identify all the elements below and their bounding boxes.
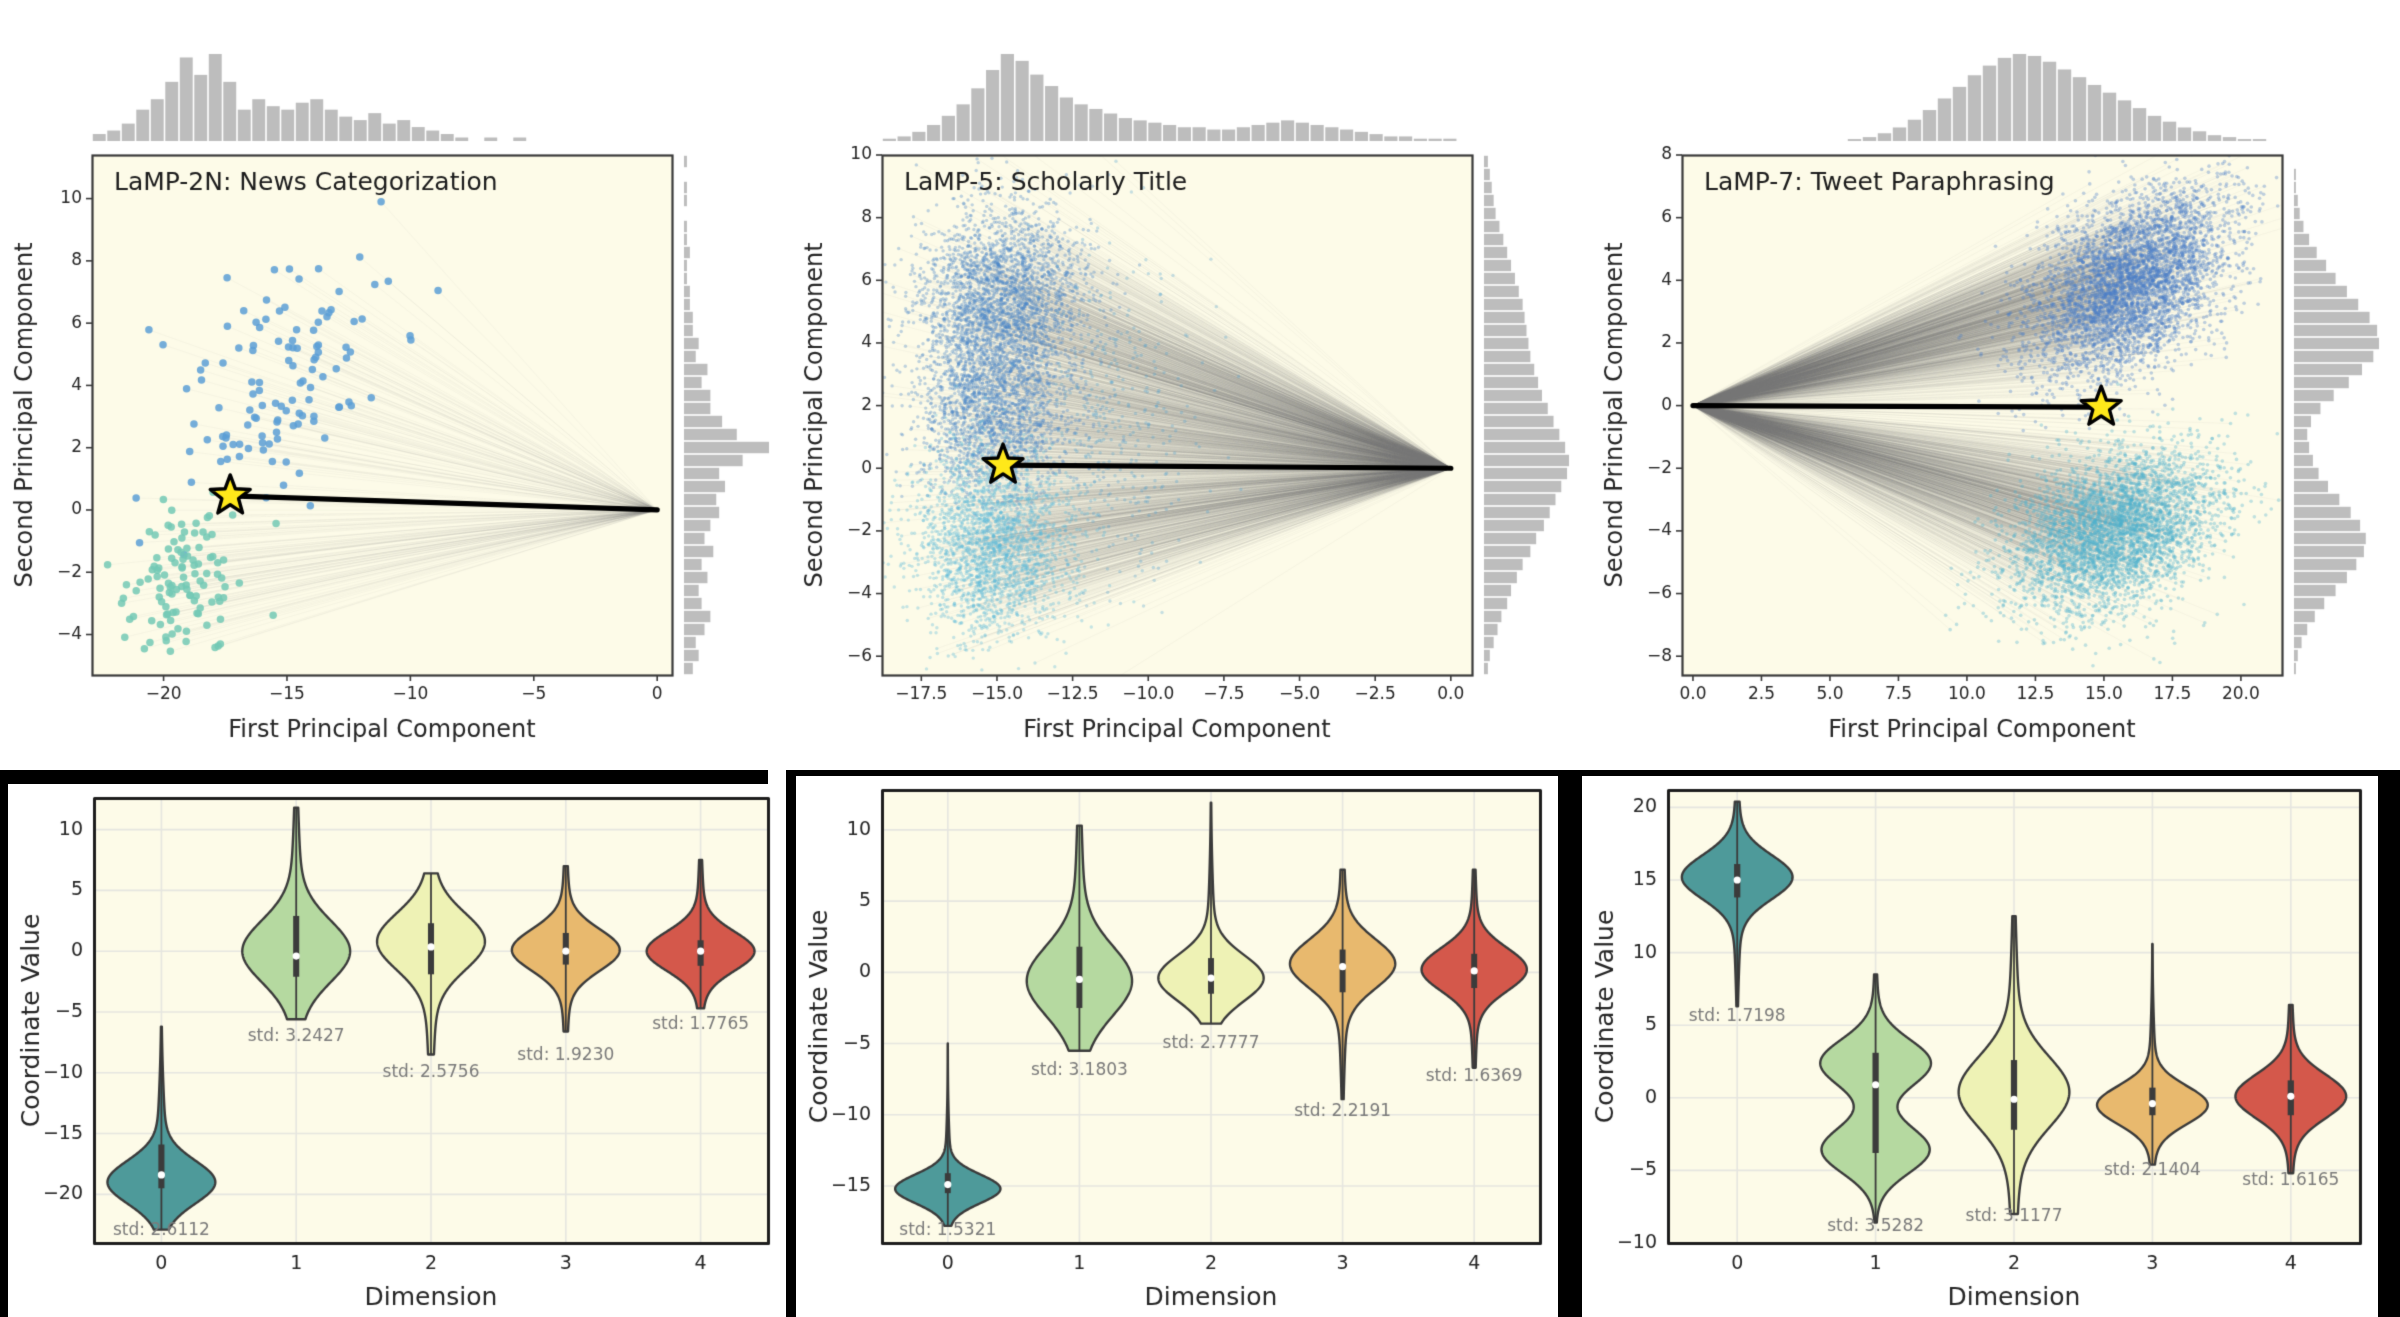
frame-bar-right-edge — [2378, 770, 2400, 1317]
scatter-panel-lamp-5 — [790, 0, 1590, 770]
violin-panel-lamp-2n — [8, 784, 786, 1317]
scatter-panel-lamp-7 — [1590, 0, 2400, 770]
violin-panel-lamp-5 — [796, 776, 1558, 1317]
frame-bar-top-mid-group — [786, 768, 1558, 776]
frame-bar-mid-right — [1558, 770, 1582, 1317]
violin-canvas-lamp-5 — [796, 776, 1558, 1317]
scatter-panel-lamp-2n — [0, 0, 790, 770]
frame-bar-left-edge — [0, 762, 10, 1317]
scatter-canvas-lamp-5 — [790, 0, 1590, 770]
scatter-canvas-lamp-2n — [0, 0, 790, 770]
scatter-canvas-lamp-7 — [1590, 0, 2400, 770]
frame-bar-mid-left — [786, 770, 796, 1317]
violin-panel-lamp-7 — [1582, 776, 2378, 1317]
violin-canvas-lamp-7 — [1582, 776, 2378, 1317]
violin-canvas-lamp-2n — [8, 784, 786, 1317]
